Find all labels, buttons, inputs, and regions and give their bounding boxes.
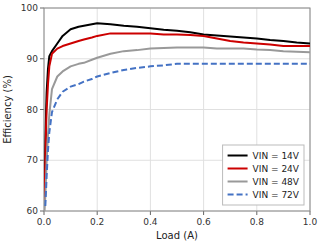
tick (44, 211, 45, 215)
legend-swatch (228, 181, 248, 183)
tick (40, 8, 44, 9)
axes: 0.0 0.2 0.4 0.6 0.8 1.0 60 70 80 90 100 Load (A) Eff… (2, 3, 317, 241)
series-line (45, 48, 310, 211)
tick-label: 70 (27, 155, 39, 165)
lines (45, 23, 310, 211)
grid-line (44, 109, 310, 110)
tick-label: 0.8 (250, 217, 265, 227)
tick (97, 211, 98, 215)
series-line (45, 64, 310, 206)
grid (44, 8, 310, 211)
legend-swatch (228, 194, 248, 196)
legend-label: VIN = 14V (253, 151, 300, 161)
tick-label: 80 (27, 105, 39, 115)
legend-label: VIN = 48V (253, 177, 300, 187)
legend: VIN = 14V VIN = 24V VIN = 48V VIN = 72V (223, 145, 304, 205)
x-axis-label: Load (A) (156, 230, 198, 241)
tick (40, 58, 44, 59)
tick-label: 0.4 (143, 217, 158, 227)
tick-label: 0.2 (90, 217, 104, 227)
tick (256, 211, 257, 215)
tick-label: 100 (21, 3, 38, 13)
tick-label: 60 (27, 206, 39, 216)
legend-frame (223, 145, 304, 205)
tick (203, 211, 204, 215)
series-line (45, 23, 310, 196)
tick-label: 1.0 (303, 217, 318, 227)
grid-line (44, 58, 310, 59)
tick (40, 109, 44, 110)
background (0, 0, 318, 243)
tick (310, 211, 311, 215)
tick-label: 90 (27, 54, 39, 64)
legend-label: VIN = 72V (253, 190, 300, 200)
legend-swatch (228, 168, 248, 170)
series-line (45, 33, 310, 200)
tick-label: 0.6 (196, 217, 211, 227)
plot-frame (44, 8, 310, 211)
tick (40, 211, 44, 212)
tick (40, 160, 44, 161)
tick (150, 211, 151, 215)
tick-label: 0.0 (37, 217, 52, 227)
y-axis-label: Efficiency (%) (2, 75, 13, 144)
legend-swatch (228, 155, 248, 157)
chart: 0.0 0.2 0.4 0.6 0.8 1.0 60 70 80 90 100 Load (A) Eff… (0, 0, 318, 243)
legend-label: VIN = 24V (253, 164, 300, 174)
